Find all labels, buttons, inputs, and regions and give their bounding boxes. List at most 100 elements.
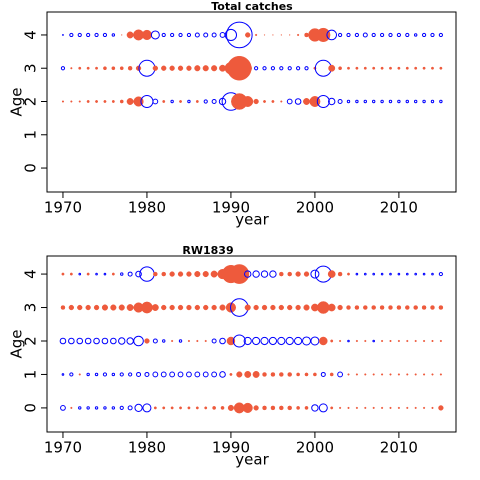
bubble [177,371,184,378]
bubble [272,34,274,36]
bubble [232,334,246,348]
bubble [355,339,358,343]
bubble [226,336,236,346]
bubble [397,272,401,276]
bubble [111,66,116,71]
bubble [371,32,376,38]
bubble [111,406,116,410]
y-axis-label: Age [8,87,26,116]
bubble [102,372,108,377]
bubble [414,272,417,276]
bubble [289,34,291,36]
bubble [204,339,207,343]
x-tick-label: 2000 [296,199,334,217]
y-tick-label: 3 [22,63,40,73]
bubble [179,406,182,410]
bubble [262,405,267,411]
bubble [153,271,158,277]
bubble [95,66,99,70]
bubble [371,305,376,310]
bubble [263,100,266,103]
bubble [310,269,320,279]
x-tick-label: 1990 [212,439,250,457]
bubble [178,32,183,38]
bubble [245,32,251,38]
bubble [161,271,166,277]
bubble [119,66,124,71]
bubble [405,32,410,38]
bubble [379,305,385,310]
x-axis-label: year [235,451,269,469]
bubble [327,270,336,278]
bubble [84,337,92,345]
bubble [438,405,444,411]
bubble [243,336,252,346]
bubble [286,98,293,105]
bubble [431,339,434,343]
bubble [439,66,443,70]
bubble [62,34,64,36]
bubble [380,99,384,104]
bubble [187,339,190,343]
bubble [261,304,268,311]
bubble [271,100,275,103]
bubble [224,28,238,42]
bubble [381,373,384,376]
bubble [86,372,90,377]
bubble [355,272,359,276]
bubble [330,339,334,343]
bubble [69,32,74,38]
bubble [346,32,351,38]
bubble [320,371,326,377]
bubble [310,336,320,346]
y-tick-label: 4 [22,269,40,279]
bubble [139,266,155,282]
bubble [227,404,234,411]
bubble [287,66,292,71]
bubble [211,304,217,311]
bubble [337,304,343,311]
bubble [203,32,209,38]
bubble [127,405,133,411]
bubble [169,65,175,71]
bubble [126,337,134,345]
bubble [110,337,117,345]
bubble [78,373,81,376]
bubble [121,34,123,36]
x-tick-label: 1970 [44,199,82,217]
bubble [126,98,134,105]
bubble [162,100,166,103]
bubble [243,63,252,73]
bubble [141,301,153,314]
bubble [328,97,336,106]
bubble [294,98,302,105]
bubble [103,66,107,71]
bubble [413,99,418,104]
bubble [303,304,310,311]
bubble [347,66,350,70]
bubble [94,372,99,377]
bubble [186,371,192,378]
bubble [263,34,266,36]
bubble [396,32,401,38]
y-tick-label: 3 [22,303,40,313]
bubble [170,99,174,104]
bubble [86,406,90,410]
bubble [69,272,73,276]
bubble [255,33,258,37]
bubble [203,304,209,311]
bubble [194,65,201,72]
bubble [111,33,116,37]
bubble [60,405,66,411]
bubble [70,67,73,70]
bubble [422,272,426,276]
bubble [421,32,427,38]
y-tick-label: 2 [22,336,40,346]
bubble [397,66,401,70]
bubble [95,272,98,276]
bubble [389,339,392,343]
bubble [339,406,342,409]
bubble [162,406,166,410]
bubble [171,339,174,343]
bubble [388,32,393,38]
